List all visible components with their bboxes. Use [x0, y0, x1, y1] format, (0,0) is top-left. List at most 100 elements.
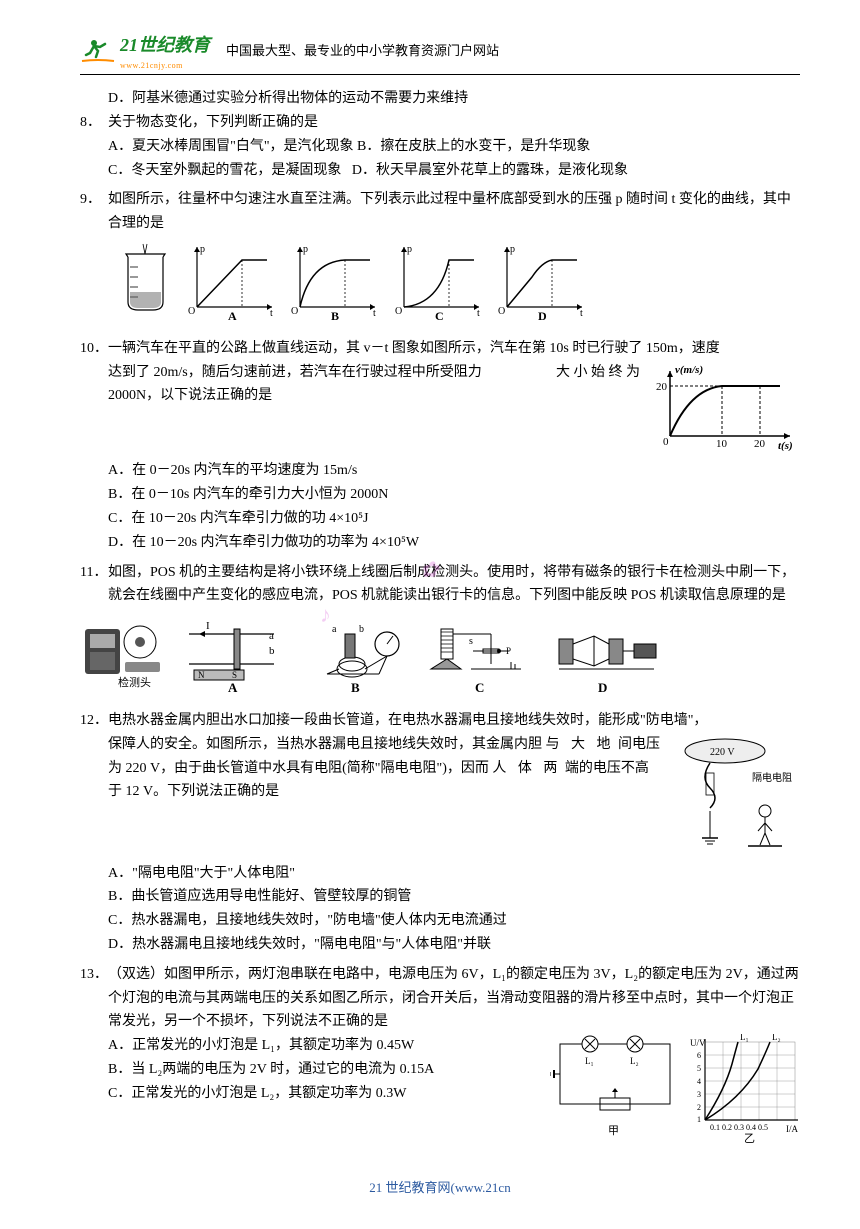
svg-text:I/A: I/A — [786, 1124, 798, 1134]
question-stem: 达到了 20m/s，随后匀速前进，若汽车在行驶过程中所受阻力 — [108, 365, 482, 380]
svg-text:B: B — [351, 680, 360, 694]
svg-text:隔电电阻: 隔电电阻 — [752, 771, 792, 784]
svg-text:a: a — [269, 630, 274, 642]
svg-text:10: 10 — [716, 438, 728, 450]
header-tagline: 中国最大型、最专业的中小学教育资源门户网站 — [226, 40, 499, 62]
option-text: C．冬天室外飘起的雪花，是凝固现象 — [108, 163, 341, 178]
svg-text:b: b — [359, 624, 364, 635]
svg-text:p: p — [407, 244, 412, 255]
option-text: C．在 10－20s 内汽车牵引力做的功 4×10⁵J — [108, 507, 800, 531]
svg-text:2: 2 — [697, 1103, 701, 1112]
q10-graph: v(m/s) 20 0 10 20 t(s) — [650, 361, 800, 460]
q13-figures: L₁ L₂ 甲 U/V L₁ L₂ — [550, 1034, 800, 1153]
logo: 21世纪教育 www.21cnjy.com — [80, 30, 210, 72]
svg-text:L₁: L₁ — [740, 1034, 749, 1042]
svg-text:O: O — [395, 306, 402, 317]
svg-text:t: t — [270, 308, 273, 319]
option-text: D．阿基米德通过实验分析得出物体的运动不需要力来维持 — [108, 87, 800, 111]
question-9: 9． 如图所示，往量杯中匀速注水直至注满。下列表示此过程中量杯底部受到水的压强 … — [80, 188, 800, 330]
question-number: 10． — [80, 337, 108, 361]
svg-text:0.1 0.2 0.3 0.4 0.5: 0.1 0.2 0.3 0.4 0.5 — [710, 1123, 768, 1132]
svg-text:U/V: U/V — [690, 1038, 706, 1048]
q7-option-d-row: D．阿基米德通过实验分析得出物体的运动不需要力来维持 — [108, 87, 800, 111]
question-number: 11． — [80, 561, 108, 585]
q9-graph-d: p O t D — [492, 242, 592, 331]
question-stem: （双选）如图甲所示，两灯泡串联在电路中，电源电压为 6V，L₁的额定电压为 3V… — [108, 963, 800, 1034]
q11-fig-a: I N S b a A — [174, 614, 294, 703]
option-text: B．曲长管道应选用导电性能好、管壁较厚的铜管 — [108, 885, 800, 909]
question-number: 9． — [80, 188, 108, 212]
q12-figure: 220 V 隔电电阻 — [670, 733, 800, 862]
option-text: D．在 10－20s 内汽车牵引力做功的功率为 4×10⁵W — [108, 531, 800, 555]
question-number: 8． — [80, 111, 108, 135]
question-stem: 保障人的安全。如图所示，当热水器漏电且接地线失效时，其金属内胆 — [108, 737, 542, 752]
option-text: A．夏天冰棒周围冒"白气"，是汽化现象 — [108, 139, 354, 154]
svg-text:L₂: L₂ — [772, 1034, 781, 1042]
svg-text:a: a — [332, 624, 337, 635]
svg-text:t(s): t(s) — [778, 440, 793, 451]
svg-text:甲: 甲 — [608, 1125, 619, 1137]
svg-text:s: s — [469, 636, 473, 647]
q11-fig-b: a b B — [297, 614, 417, 703]
svg-text:v(m/s): v(m/s) — [675, 364, 703, 376]
beaker-icon — [108, 242, 178, 331]
q11-fig-d: D — [544, 614, 664, 703]
svg-text:220 V: 220 V — [710, 747, 735, 758]
svg-text:D: D — [598, 680, 607, 694]
q9-graph-c: p O t C — [389, 242, 489, 331]
question-12: 12． 电热水器金属内胆出水口加接一段曲长管道，在电热水器漏电且接地线失效时，能… — [80, 709, 800, 957]
logo-text-url: www.21cnjy.com — [120, 59, 210, 73]
runner-icon — [80, 37, 116, 65]
question-stem: 如图所示，往量杯中匀速注水直至注满。下列表示此过程中量杯底部受到水的压强 p 随… — [108, 188, 800, 236]
svg-text:b: b — [269, 645, 275, 657]
svg-text:乙: 乙 — [744, 1132, 755, 1144]
svg-text:t: t — [477, 308, 480, 319]
svg-text:t: t — [373, 308, 376, 319]
svg-text:S: S — [232, 670, 237, 680]
option-text: B．擦在皮肤上的水变干，是升华现象 — [357, 139, 590, 154]
q9-figures: p O t A p O t B — [108, 242, 800, 331]
question-stem: 关于物态变化，下列判断正确的是 — [108, 111, 800, 135]
footer-text: 21 世纪教育网(www.21cn — [369, 1180, 510, 1195]
option-text: A．在 0－20s 内汽车的平均速度为 15m/s — [108, 459, 800, 483]
pos-device-icon: 检测头 — [80, 614, 170, 703]
svg-text:p: p — [510, 244, 515, 255]
page-footer: 21 世纪教育网(www.21cn — [80, 1177, 800, 1199]
logo-text-main: 21世纪教育 — [120, 35, 210, 55]
svg-text:B: B — [331, 309, 339, 322]
svg-text:O: O — [498, 306, 505, 317]
question-stem: 人 体 两 — [492, 761, 561, 776]
svg-text:0: 0 — [663, 436, 669, 448]
q11-fig-c: P s C — [421, 614, 541, 703]
question-number: 12． — [80, 709, 108, 733]
q9-graph-b: p O t B — [285, 242, 385, 331]
svg-text:A: A — [228, 680, 238, 694]
svg-text:20: 20 — [656, 381, 668, 393]
option-text: B．在 0－10s 内汽车的牵引力大小恒为 2000N — [108, 483, 800, 507]
svg-text:O: O — [291, 306, 298, 317]
question-stem: 大 小 始 终 为 — [556, 361, 640, 385]
svg-text:6: 6 — [697, 1051, 701, 1060]
svg-text:p: p — [200, 244, 205, 255]
option-text: A．"隔电电阻"大于"人体电阻" — [108, 862, 800, 886]
question-8: 8． 关于物态变化，下列判断正确的是 A．夏天冰棒周围冒"白气"，是汽化现象 B… — [80, 111, 800, 182]
svg-text:1: 1 — [697, 1115, 701, 1124]
page-header: 21世纪教育 www.21cnjy.com 中国最大型、最专业的中小学教育资源门… — [80, 30, 800, 75]
svg-text:20: 20 — [754, 438, 766, 450]
question-stem: 与 大 地 — [546, 737, 615, 752]
question-stem: 电热水器金属内胆出水口加接一段曲长管道，在电热水器漏电且接地线失效时，能形成"防… — [108, 713, 707, 728]
question-number: 13． — [80, 963, 108, 987]
svg-text:D: D — [538, 309, 547, 322]
option-text: D．秋天早晨室外花草上的露珠，是液化现象 — [352, 163, 628, 178]
svg-text:p: p — [303, 244, 308, 255]
option-text: D．热水器漏电且接地线失效时，"隔电电阻"与"人体电阻"并联 — [108, 933, 800, 957]
svg-text:t: t — [580, 308, 583, 319]
question-stem: 2000N，以下说法正确的是 — [108, 388, 272, 403]
question-11: 11． 如图，POS 机的主要结构是将小铁环绕上线圈后制成检测头。使用时，将带有… — [80, 561, 800, 703]
question-stem: 如图，POS 机的主要结构是将小铁环绕上线圈后制成检测头。使用时，将带有磁条的银… — [108, 561, 800, 609]
question-stem: 一辆汽车在平直的公路上做直线运动，其 v－t 图象如图所示，汽车在第 10s 时… — [108, 341, 720, 356]
svg-text:N: N — [198, 670, 205, 680]
question-10: 10． 一辆汽车在平直的公路上做直线运动，其 v－t 图象如图所示，汽车在第 1… — [80, 337, 800, 555]
svg-text:I: I — [206, 620, 210, 632]
svg-text:检测头: 检测头 — [118, 675, 151, 689]
